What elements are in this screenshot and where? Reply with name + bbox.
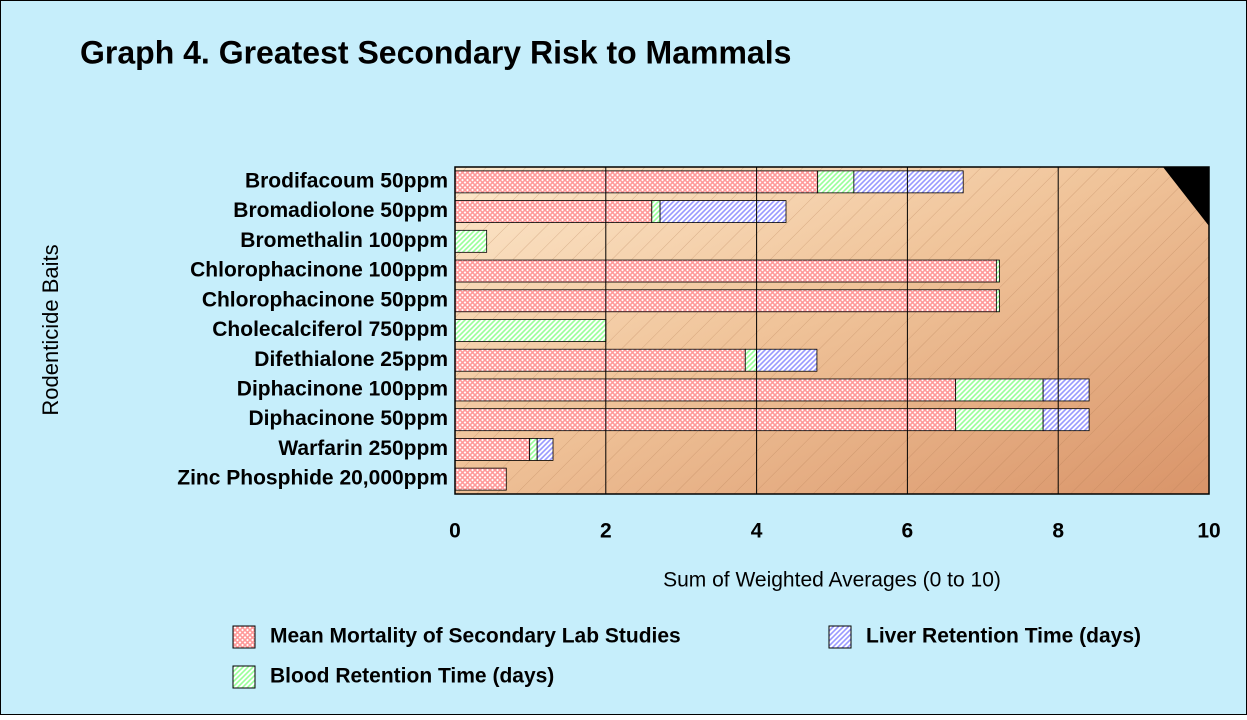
- bar-segment: [454, 200, 653, 223]
- bar-segment: [529, 438, 538, 461]
- legend-label: Mean Mortality of Secondary Lab Studies: [270, 625, 681, 648]
- bar-segment: [756, 348, 818, 372]
- corner-decoration: [1163, 167, 1209, 226]
- bar-segment: [659, 200, 787, 223]
- bar-segment: [1042, 408, 1090, 432]
- y-tick-label: Zinc Phosphide 20,000ppm: [177, 467, 448, 490]
- x-tick-label: 10: [1197, 520, 1220, 543]
- x-axis-label: Sum of Weighted Averages (0 to 10): [663, 569, 1001, 592]
- bar-segment: [995, 289, 1000, 313]
- bar-segment: [454, 467, 507, 491]
- bar-segment: [454, 408, 957, 432]
- y-tick-label: Diphacinone 50ppm: [248, 407, 448, 430]
- y-tick-label: Bromethalin 100ppm: [240, 229, 448, 252]
- bar-segment: [454, 259, 997, 283]
- y-axis-label: Rodenticide Baits: [38, 244, 63, 415]
- y-tick-label: Diphacinone 100ppm: [237, 378, 448, 401]
- bar-segment: [454, 378, 957, 402]
- bar-segment: [744, 348, 757, 372]
- y-tick-label: Chlorophacinone 100ppm: [190, 259, 448, 282]
- legend-swatch: [232, 665, 256, 689]
- y-tick-label: Warfarin 250ppm: [278, 437, 448, 460]
- bar-segment: [454, 170, 819, 194]
- bar-segment: [454, 348, 746, 372]
- x-tick-label: 0: [449, 520, 461, 543]
- bar-segment: [536, 438, 554, 461]
- bar-segment: [995, 259, 1000, 283]
- legend-swatch: [828, 625, 852, 649]
- y-tick-label: Chlorophacinone 50ppm: [202, 288, 448, 311]
- bar-segment: [853, 170, 964, 194]
- y-tick-label: Bromadiolone 50ppm: [233, 199, 448, 222]
- y-tick-label: Difethialone 25ppm: [254, 348, 448, 371]
- x-tick-label: 6: [902, 520, 914, 543]
- legend-label: Blood Retention Time (days): [270, 665, 554, 688]
- bar-segment: [955, 408, 1044, 432]
- y-tick-label: Cholecalciferol 750ppm: [212, 318, 448, 341]
- legend-swatch: [232, 625, 256, 649]
- bar-segment: [454, 319, 607, 342]
- x-tick-label: 4: [751, 520, 763, 543]
- y-tick-label: Brodifacoum 50ppm: [245, 169, 448, 192]
- chart-title: Graph 4. Greatest Secondary Risk to Mamm…: [80, 34, 791, 70]
- legend-label: Liver Retention Time (days): [866, 625, 1141, 648]
- x-tick-label: 2: [600, 520, 612, 543]
- bar-segment: [454, 438, 531, 461]
- bar-segment: [651, 200, 661, 223]
- bar-segment: [454, 229, 488, 253]
- bar-segment: [454, 289, 997, 313]
- bar-segment: [955, 378, 1044, 402]
- bar-segment: [817, 170, 855, 194]
- bar-segment: [1042, 378, 1090, 402]
- x-tick-label: 8: [1052, 520, 1064, 543]
